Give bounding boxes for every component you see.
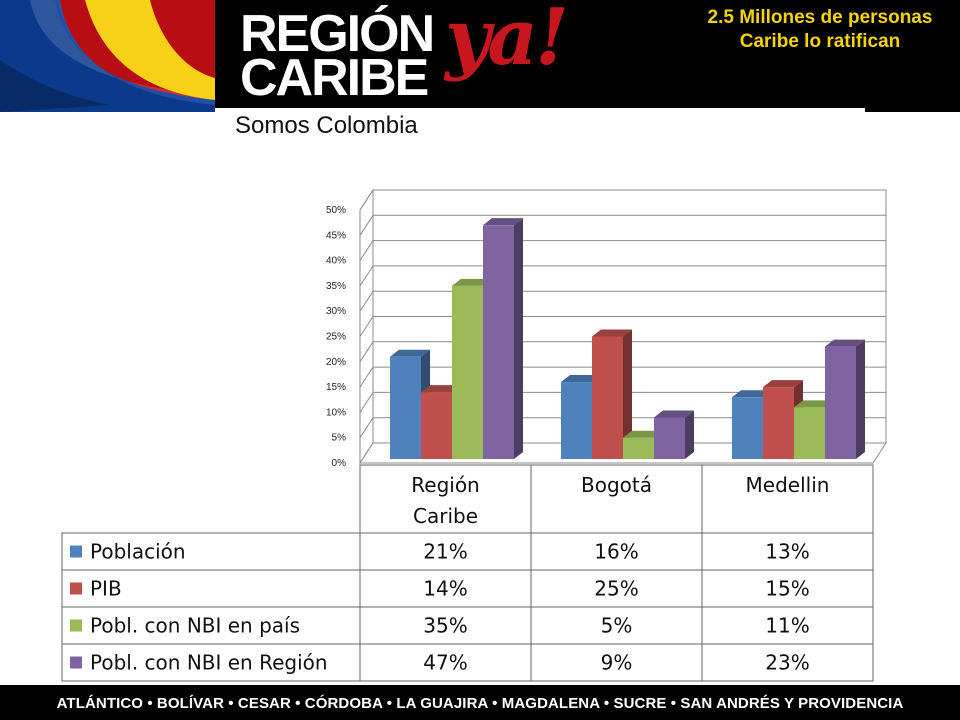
y-tick-label: 50% [326,205,346,216]
bar-top [825,339,865,347]
legend-swatch [70,582,82,595]
brand-logo: REGIÓN CARIBE ya! [215,0,960,140]
bar [483,225,514,459]
y-tick-label: 5% [332,433,347,444]
gridline [359,290,886,312]
y-tick-label: 35% [326,281,346,292]
data-label: 5% [601,614,633,638]
table-header-cell [701,464,874,534]
bar [421,392,452,459]
bar-chart: 0% 5% 10% 15% 20% 25% 30% 35% 40% 45% 50% Región Car… [61,188,887,682]
data-label: 35% [423,614,467,638]
data-label: 16% [594,540,638,564]
headline-text: 2.5 Millones de personas Caribe lo ratif… [707,7,933,52]
category-label: Medellin [746,473,830,497]
bar [623,437,654,459]
table-row-label-cell [61,569,361,608]
gridline [359,316,886,337]
category-label: Caribe [413,504,478,528]
gridline [359,341,886,363]
bar-top [732,390,772,398]
legend-label: Población [90,540,186,564]
bar-top [390,349,430,357]
gridline [359,265,886,287]
gridline [359,391,886,413]
legend-label: Pobl. con NBI en Región [90,651,328,675]
y-tick-label: 10% [326,407,346,418]
table-cell [701,532,874,571]
legend-label: PIB [90,577,122,601]
bar-side [623,329,632,459]
bar-side [856,339,865,459]
slogan-text: Somos Colombia [235,112,418,139]
bar [763,387,794,459]
y-tick-label: 40% [326,256,346,267]
bar [654,417,685,459]
data-label: 23% [765,651,809,675]
table-cell [359,606,532,645]
legend-swatch [70,619,82,632]
y-tick-label: 30% [326,306,346,317]
bar [825,346,856,459]
data-label: 11% [765,614,809,638]
gridline [359,214,886,236]
bar [732,397,763,459]
footer-provinces-text: ATLÁNTICO • BOLÍVAR • CESAR • CÓRDOBA • … [56,695,904,712]
table-cell [530,643,703,682]
bar [390,356,421,459]
slogan-bar [215,108,865,140]
footer-bar [0,685,960,720]
table-cell [530,532,703,571]
y-tick-label: 20% [326,357,346,368]
legend-swatch [70,545,82,558]
data-label: 15% [765,577,809,601]
bar-top [452,278,492,286]
bar-top [794,400,834,408]
bar-top [483,218,523,226]
bar [561,382,592,459]
y-tick-label: 25% [326,332,346,343]
data-label: 25% [594,577,638,601]
bar [452,285,483,459]
data-label: 21% [423,540,467,564]
bar-side [514,218,523,459]
table-cell [359,532,532,571]
bar [794,407,825,459]
bar-top [763,380,803,388]
legend-label: Pobl. con NBI en país [90,614,300,638]
flag-ribbon-icon [0,0,215,112]
y-tick-label: 15% [326,382,346,393]
table-row-label-cell [61,643,361,682]
gridline [359,417,886,438]
legend-swatch [70,656,82,669]
bar [592,336,623,459]
table-cell [701,606,874,645]
data-label: 13% [765,540,809,564]
logo-text-caribe: CARIBE [240,49,429,107]
table-cell [359,643,532,682]
logo-text-ya: ya! [445,0,569,83]
table-row-label-cell [61,606,361,645]
bar-top [421,385,461,393]
gridline [359,189,886,211]
category-label: Bogotá [581,473,652,497]
bar-top [592,329,632,337]
table-cell [530,569,703,608]
y-tick-label: 0% [332,458,347,469]
data-label: 14% [423,577,467,601]
bar-top [654,410,694,418]
bar-top [561,375,601,383]
logo-text-region: REGIÓN [240,5,435,63]
y-tick-label: 45% [326,230,346,241]
bar-side [685,410,694,459]
gridline [359,366,886,388]
bar-top [623,430,663,438]
gridline [359,240,886,261]
category-label: Región [411,473,479,497]
table-cell [359,569,532,608]
table-cell [701,643,874,682]
table-cell [530,606,703,645]
data-label: 9% [601,651,633,675]
data-label: 47% [423,651,467,675]
